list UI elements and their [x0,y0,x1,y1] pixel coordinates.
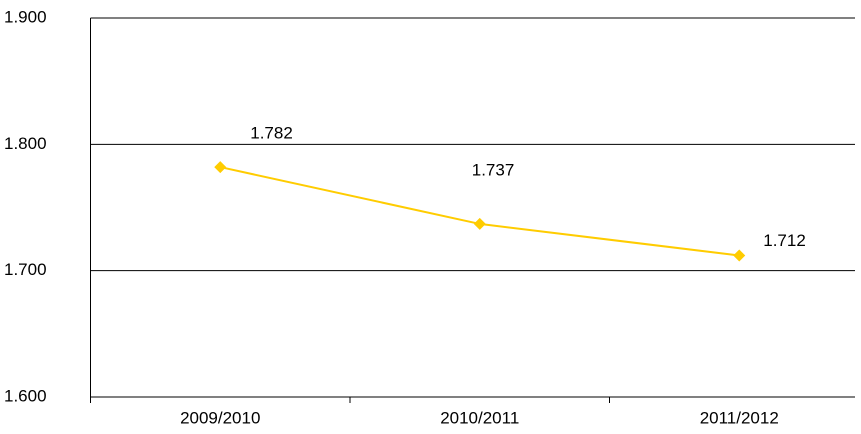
data-label: 1.782 [250,124,293,143]
x-tick-label: 2009/2010 [180,408,260,427]
y-tick-label: 1.700 [4,260,47,279]
y-tick-label: 1.800 [4,134,47,153]
x-tick-label: 2010/2011 [440,408,519,427]
marker [214,161,227,174]
y-tick-label: 1.900 [4,7,47,26]
line [220,166,740,257]
y-tick-label: 1.600 [4,386,47,405]
marker [473,217,486,230]
data-label: 1.712 [763,231,806,250]
data-label: 1.737 [472,160,515,179]
marker [733,249,746,262]
x-tick-label: 2011/2012 [700,408,779,427]
